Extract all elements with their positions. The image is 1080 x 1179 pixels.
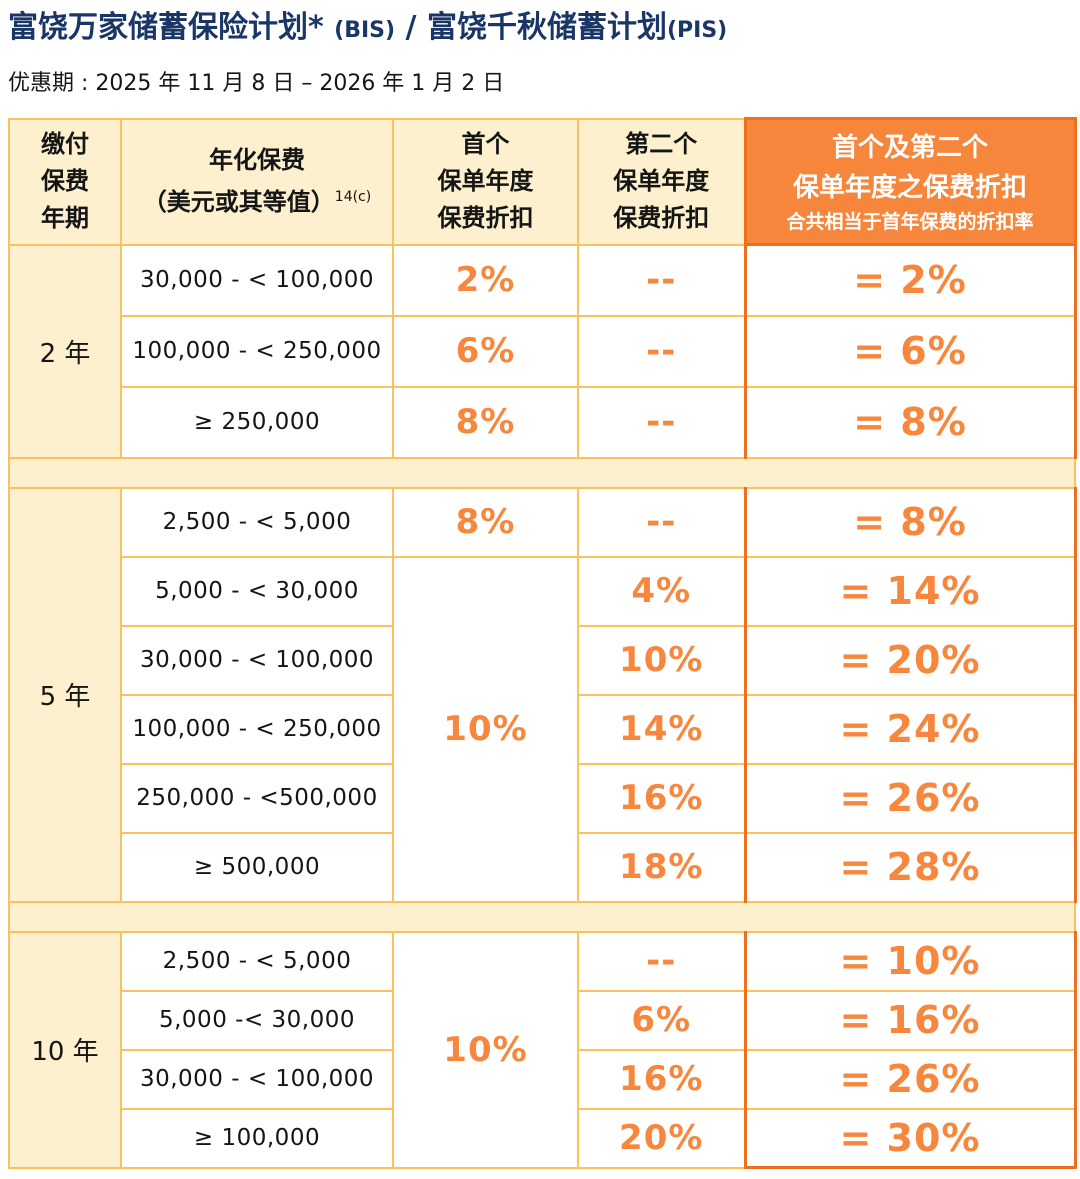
- second-year-discount: --: [577, 243, 746, 317]
- table-row: 5,000 - < 30,000 10% 4% = 14%: [9, 555, 1077, 903]
- table-row: ≥ 500,000 18% = 28%: [9, 831, 1077, 903]
- col-header-premium: 年化保费 （美元或其等值）14(c): [120, 117, 394, 246]
- range-cell: 2,500 - < 5,000: [120, 486, 394, 558]
- table-row: 250,000 - <500,000 16% = 26%: [9, 762, 1077, 834]
- table-row: 5 年 2,500 - < 5,000 8% -- = 8%: [8, 486, 1077, 903]
- combined-discount: = 26%: [743, 1048, 1077, 1110]
- range-cell: 5,000 - < 30,000: [120, 555, 394, 627]
- col-header-first-line2: 保单年度: [437, 167, 534, 195]
- discount-table: 缴付 保费 年期 年化保费 （美元或其等值）14(c) 首个 保单年度 保费折扣…: [8, 117, 1077, 1169]
- second-year-discount: --: [577, 486, 746, 558]
- table-row: 100,000 - < 250,000 14% = 24%: [9, 693, 1077, 765]
- range-cell: 30,000 - < 100,000: [120, 624, 394, 696]
- col-header-term: 缴付 保费 年期: [8, 117, 122, 246]
- table-row: 100,000 - < 250,000 6% -- = 6%: [9, 314, 1077, 388]
- range-cell: 100,000 - < 250,000: [120, 693, 394, 765]
- range-cell: 250,000 - <500,000: [120, 762, 394, 834]
- table-row: 30,000 - < 100,000 10% = 20%: [9, 624, 1077, 696]
- term-cell-10y: 10 年: [8, 930, 122, 1169]
- col-header-first-line1: 首个: [461, 130, 510, 158]
- title-plan-2-abbr: (PIS): [666, 18, 728, 43]
- first-year-discount: 8%: [392, 486, 579, 558]
- first-year-discount: 6%: [392, 314, 579, 388]
- col-header-second-line3: 保费折扣: [613, 204, 710, 232]
- combined-discount: = 28%: [743, 831, 1077, 903]
- second-year-discount: 10%: [577, 624, 746, 696]
- table-row: 10 年 2,500 - < 5,000 10% -- = 10%: [8, 930, 1077, 1169]
- col-header-combined-line2: 保单年度之保费折扣: [792, 172, 1027, 203]
- combined-discount: = 30%: [743, 1107, 1077, 1169]
- table-row: 30,000 - < 100,000 16% = 26%: [9, 1048, 1077, 1110]
- col-header-combined-line3: 合共相当于首年保费的折扣率: [786, 210, 1034, 233]
- range-cell: 30,000 - < 100,000: [120, 1048, 394, 1110]
- col-header-term-line1: 缴付: [41, 130, 89, 158]
- range-cell: ≥ 250,000: [120, 385, 394, 459]
- title-separator: /: [405, 10, 417, 45]
- block-separator: [8, 900, 1076, 933]
- col-header-first-year: 首个 保单年度 保费折扣: [392, 117, 579, 246]
- combined-discount: = 8%: [743, 486, 1077, 558]
- combined-discount: = 26%: [743, 762, 1077, 834]
- col-header-combined-line1: 首个及第二个: [831, 132, 988, 163]
- second-year-discount: 20%: [577, 1107, 746, 1169]
- page-title: 富饶万家储蓄保险计划* (BIS) / 富饶千秋储蓄计划(PIS): [8, 10, 1074, 49]
- first-year-discount-merged: 10%: [392, 930, 579, 1169]
- range-cell: 2,500 - < 5,000: [120, 930, 394, 992]
- col-header-first-line3: 保费折扣: [437, 204, 534, 232]
- col-header-second-line2: 保单年度: [613, 167, 710, 195]
- header-row: 缴付 保费 年期 年化保费 （美元或其等值）14(c) 首个 保单年度 保费折扣…: [8, 117, 1077, 246]
- second-year-discount: 16%: [577, 762, 746, 834]
- second-year-discount: --: [577, 314, 746, 388]
- table-row: ≥ 250,000 8% -- = 8%: [9, 385, 1077, 459]
- second-year-discount: 16%: [577, 1048, 746, 1110]
- range-cell: 5,000 -< 30,000: [120, 989, 394, 1051]
- table-row: 2 年 30,000 - < 100,000 2% -- = 2%: [8, 243, 1077, 459]
- first-year-discount-merged: 10%: [392, 555, 579, 903]
- first-year-discount: 2%: [392, 243, 579, 317]
- combined-discount: = 8%: [743, 385, 1077, 459]
- title-plan-1: 富饶万家储蓄保险计划*: [8, 10, 324, 45]
- combined-discount: = 2%: [743, 243, 1077, 317]
- title-plan-2: 富饶千秋储蓄计划: [426, 10, 667, 45]
- combined-discount: = 16%: [743, 989, 1077, 1051]
- col-header-premium-line1: 年化保费: [209, 146, 305, 174]
- table-header: 缴付 保费 年期 年化保费 （美元或其等值）14(c) 首个 保单年度 保费折扣…: [8, 117, 1077, 246]
- combined-discount: = 20%: [743, 624, 1077, 696]
- second-year-discount: 6%: [577, 989, 746, 1051]
- col-header-combined: 首个及第二个 保单年度之保费折扣 合共相当于首年保费的折扣率: [743, 117, 1077, 246]
- second-year-discount: --: [577, 385, 746, 459]
- combined-discount: = 24%: [743, 693, 1077, 765]
- combined-discount: = 14%: [743, 555, 1077, 627]
- col-header-term-line3: 年期: [41, 204, 89, 232]
- combined-discount: = 10%: [743, 930, 1077, 992]
- promo-period: 优惠期 : 2025 年 11 月 8 日 – 2026 年 1 月 2 日: [8, 71, 505, 96]
- term-cell-5y: 5 年: [8, 486, 122, 903]
- col-header-second-line1: 第二个: [625, 130, 698, 158]
- range-cell: 100,000 - < 250,000: [120, 314, 394, 388]
- table-row: 5,000 -< 30,000 6% = 16%: [9, 989, 1077, 1051]
- combined-discount: = 6%: [743, 314, 1077, 388]
- range-cell: ≥ 500,000: [120, 831, 394, 903]
- second-year-discount: 4%: [577, 555, 746, 627]
- table-row: ≥ 100,000 20% = 30%: [9, 1107, 1077, 1169]
- col-header-term-line2: 保费: [41, 167, 89, 195]
- term-cell-2y: 2 年: [8, 243, 122, 459]
- first-year-discount: 8%: [392, 385, 579, 459]
- second-year-discount: 18%: [577, 831, 746, 903]
- col-header-second-year: 第二个 保单年度 保费折扣: [577, 117, 746, 246]
- block-separator: [8, 456, 1076, 489]
- range-cell: ≥ 100,000: [120, 1107, 394, 1169]
- col-header-premium-line2: （美元或其等值）14(c): [142, 188, 372, 216]
- second-year-discount: --: [577, 930, 746, 992]
- second-year-discount: 14%: [577, 693, 746, 765]
- range-cell: 30,000 - < 100,000: [120, 243, 394, 317]
- footnote-marker: 14(c): [334, 189, 372, 205]
- title-plan-1-abbr: (BIS): [334, 18, 396, 43]
